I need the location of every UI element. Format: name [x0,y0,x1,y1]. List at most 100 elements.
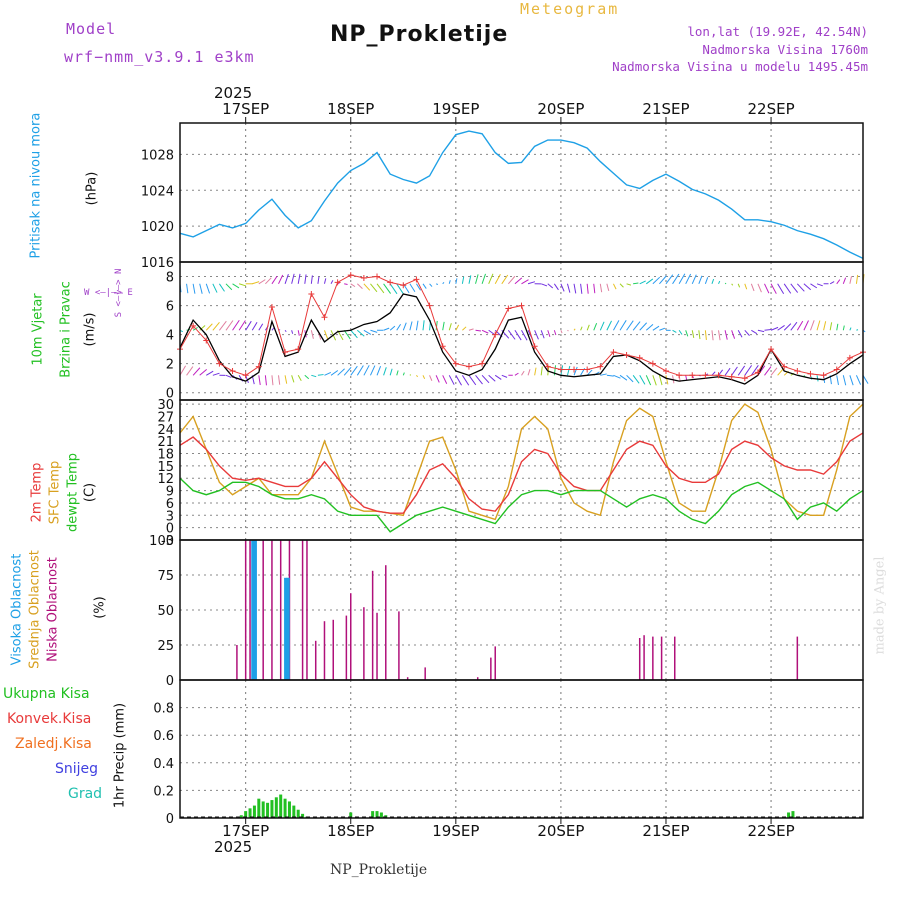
wind-barb [685,273,692,285]
wind-barb [633,282,639,285]
pressure-line [179,130,864,260]
gust-marker [676,372,683,379]
gust-marker [584,366,591,373]
wind-direction-legend: W <—|—> E [84,288,133,298]
precip-bar [270,800,274,818]
precip-bar [371,811,375,818]
wind-barb [586,369,593,376]
gust-marker [636,354,643,361]
gust-marker [400,282,407,289]
wind-barb [455,324,460,331]
wind-barb [816,283,823,287]
wind-barb [422,375,426,380]
wind-barb [632,375,640,384]
precip-bar [292,805,296,818]
wind-barb [337,368,345,376]
ytick-precip-0: 0 [166,812,174,827]
wind-barb [232,283,240,289]
wind-barb [297,330,300,336]
wind-barb [731,330,736,339]
gust-marker [242,372,249,379]
wind-barb [711,278,715,284]
wind-barb [521,370,525,376]
gust-marker [374,273,381,280]
wind-barb [396,323,402,331]
wind-barb [179,365,187,376]
wind-barb [796,283,805,292]
wind-barb [468,328,474,331]
wind-barb [540,366,543,376]
ytick-temperature-8: 21 [157,435,174,450]
gust-marker [741,375,748,382]
wind-barb [521,279,529,285]
wind-barb [310,275,313,284]
wind-barb [396,370,399,376]
gust-marker [229,367,236,374]
ytick-wind-1: 2 [166,358,174,373]
wind-barb [744,365,753,376]
wind-barb [507,329,516,340]
wind-barb [770,367,778,376]
wind-barb [626,374,634,383]
wind-barb [698,330,701,340]
wind-barb [461,375,470,386]
wind-barb [284,375,288,384]
wind-barb [416,374,419,378]
gust-marker [662,367,669,374]
wind-label-1: 10m Vjetar [30,293,46,366]
wind-barb [311,374,317,378]
model-label: Model [66,20,117,38]
wind-barb [376,283,385,294]
wind-barb [409,283,416,293]
wind-barb [225,320,234,331]
wind-barb [777,325,785,331]
wind-barb [212,372,220,376]
wind-barb [619,320,627,331]
wind-barb [783,283,792,294]
wind-barb [547,330,551,337]
gust-marker [439,343,446,350]
gust-marker [544,363,551,370]
wind-barb [376,366,382,376]
ytick-pressure-3: 1028 [141,148,174,163]
wind-barb [330,370,339,376]
coords-label: lon,lat (19.92E, 42.54N) [687,24,868,39]
precip-bar [296,809,300,818]
high-cloud-bar [286,577,290,680]
wind-barb [265,277,272,285]
precip-bar [375,811,379,818]
wind-barb [613,320,620,331]
wind-barb [284,329,287,333]
wind-barb [514,277,523,285]
wind-barb [639,280,646,285]
wind-barb [356,283,363,289]
gust-marker [833,366,840,373]
wind-barb [383,327,390,331]
wind-barb [186,366,194,376]
wind-barb [593,283,596,294]
wind-barb [626,283,632,286]
wind-barb [678,329,683,335]
wind-barb [442,321,445,331]
gust-marker [308,290,315,297]
wind-barb [409,374,412,376]
wind-barb [383,367,387,376]
wind-barb [527,369,531,376]
wind-barb [718,330,721,341]
wind-barb [501,374,508,378]
wind-barb [809,320,815,331]
gust-marker [610,349,617,356]
wind-barb [718,369,724,376]
wind-barb [402,322,407,331]
wind-barb [796,320,804,331]
wind-barb [560,365,564,376]
gust-marker [268,304,275,311]
cloud-ylabel: (%) [92,596,108,619]
wind-barb [645,278,654,285]
wind-barb [836,323,839,331]
wind-barb [534,330,539,340]
gust-marker [321,314,328,321]
wind-barb [225,374,232,378]
day-label-top: 19SEP [432,100,479,118]
wind-barb [344,283,348,286]
